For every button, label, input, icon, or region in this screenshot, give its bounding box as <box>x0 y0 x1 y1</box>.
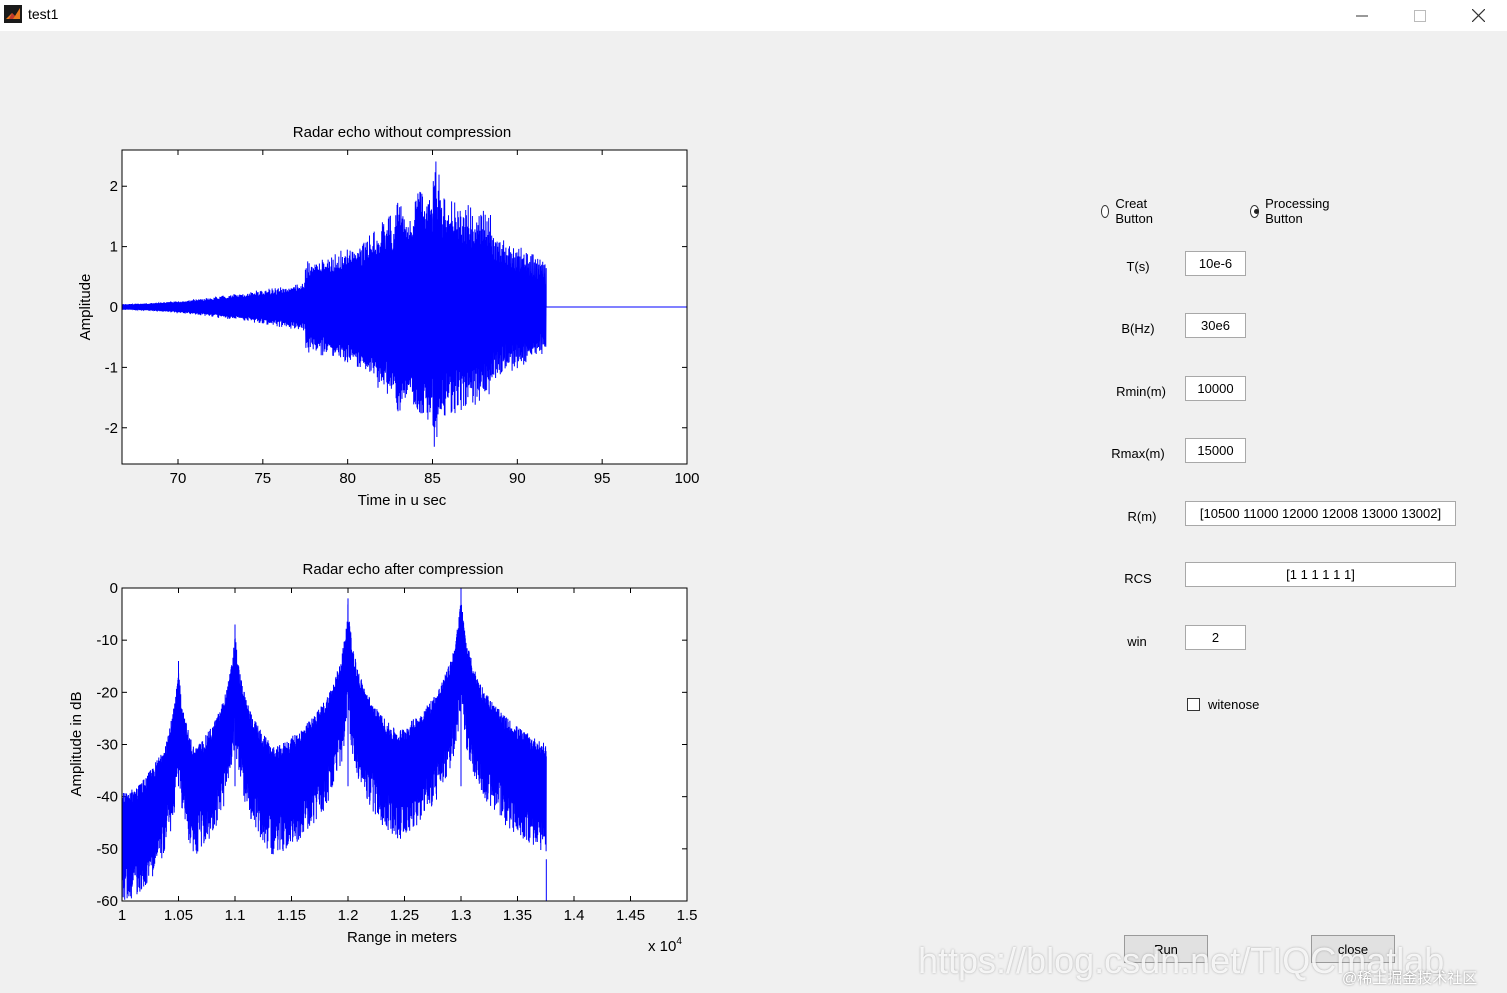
plot1-ytick-label: -2 <box>105 420 118 437</box>
label-t: T(s) <box>1126 259 1150 274</box>
plot-uncompressed: Radar echo without compression 70 75 80 85 9… <box>77 124 700 509</box>
plot2-ylabel: Amplitude in dB <box>68 691 85 796</box>
input-r[interactable] <box>1185 501 1456 526</box>
plot2-xtick-label: 1.45 <box>616 907 645 924</box>
radio-processing-circle[interactable] <box>1250 204 1260 218</box>
matlab-icon <box>4 5 22 23</box>
plot1-xtick-label: 75 <box>254 470 271 487</box>
input-rmax[interactable] <box>1185 438 1246 463</box>
close-window-button[interactable] <box>1450 0 1506 31</box>
plot2-xtick-label: 1.2 <box>338 907 359 924</box>
plot1-series-line <box>121 161 687 447</box>
plot2-xtick-label: 1.05 <box>164 907 193 924</box>
checkbox-witenose[interactable]: witenose <box>1187 697 1259 712</box>
plot1-title: Radar echo without compression <box>293 124 511 141</box>
plot2-ytick-label: -10 <box>96 632 118 649</box>
watermark-text: https://blog.csdn.net/TIQCmatlab <box>918 940 1445 981</box>
input-win[interactable] <box>1185 625 1246 650</box>
close-icon <box>1471 9 1485 22</box>
plot-compressed: Radar echo after compression 1 1.05 1.1 1.1… <box>68 561 697 955</box>
plot1-ytick-label: 0 <box>110 299 118 316</box>
input-rcs[interactable] <box>1185 562 1456 587</box>
checkbox-box[interactable] <box>1187 698 1200 711</box>
run-button[interactable]: Run <box>1124 935 1208 963</box>
plot2-xtick-label: 1.25 <box>390 907 419 924</box>
radio-creat-label: Creat Button <box>1115 196 1153 226</box>
plot1-xtick-label: 95 <box>594 470 611 487</box>
close-button[interactable]: close <box>1311 935 1395 963</box>
maximize-button[interactable] <box>1392 0 1448 31</box>
plot1-xtick-label: 70 <box>170 470 187 487</box>
radio-creat-circle[interactable] <box>1101 204 1110 218</box>
title-bar: test1 <box>0 0 1507 31</box>
plot2-exponent: x 104 <box>648 936 682 955</box>
plot2-ytick-label: 0 <box>110 580 118 597</box>
label-rmax: Rmax(m) <box>1111 446 1165 461</box>
label-rmin: Rmin(m) <box>1116 384 1166 399</box>
plot2-xtick-label: 1.5 <box>677 907 698 924</box>
plot2-xtick-label: 1.1 <box>225 907 246 924</box>
plot2-title: Radar echo after compression <box>303 561 504 578</box>
radio-creat[interactable]: Creat Button <box>1101 196 1158 226</box>
radio-processing-label: Processing Button <box>1265 196 1330 226</box>
input-t[interactable] <box>1185 251 1246 276</box>
plot1-ytick-label: 2 <box>110 178 118 195</box>
plot2-ytick-label: -60 <box>96 893 118 910</box>
minimize-button[interactable] <box>1334 0 1390 31</box>
label-win: win <box>1127 634 1147 649</box>
plot1-xtick-label: 100 <box>674 470 699 487</box>
plot2-axes-frame <box>121 587 688 902</box>
radio-processing[interactable]: Processing Button <box>1250 196 1333 226</box>
minimize-icon <box>1356 15 1368 16</box>
plots-area: Radar echo without compression 70 75 80 85 9… <box>68 124 700 955</box>
window-title: test1 <box>28 6 59 22</box>
label-rcs: RCS <box>1124 571 1152 586</box>
plot2-xtick-label: 1 <box>118 907 126 924</box>
plot1-ylabel: Amplitude <box>77 274 94 341</box>
plot2-xtick-label: 1.35 <box>503 907 532 924</box>
plot2-xtick-label: 1.15 <box>277 907 306 924</box>
plot2-ytick-label: -40 <box>96 789 118 806</box>
plot2-ytick-label: -30 <box>96 737 118 754</box>
plot1-xtick-label: 80 <box>339 470 356 487</box>
plot2-xtick-label: 1.4 <box>564 907 585 924</box>
input-b[interactable] <box>1185 313 1246 338</box>
plot1-xtick-label: 85 <box>424 470 441 487</box>
plot1-axes-frame <box>121 149 688 465</box>
plot1-ytick-label: -1 <box>105 359 118 376</box>
maximize-icon <box>1414 9 1426 22</box>
plot1-xtick-label: 90 <box>509 470 526 487</box>
plot2-ytick-label: -20 <box>96 684 118 701</box>
label-b: B(Hz) <box>1121 321 1155 336</box>
plot1-xlabel: Time in u sec <box>358 492 447 509</box>
input-rmin[interactable] <box>1185 376 1246 401</box>
plot1-ytick-label: 1 <box>110 239 118 256</box>
plot2-ytick-label: -50 <box>96 841 118 858</box>
plot2-xlabel: Range in meters <box>347 929 457 946</box>
plot2-series-line <box>121 588 547 901</box>
checkbox-label: witenose <box>1208 697 1260 712</box>
watermark-community: @稀土掘金技术社区 <box>1342 970 1478 987</box>
plot2-xtick-label: 1.3 <box>451 907 472 924</box>
label-r: R(m) <box>1127 509 1157 524</box>
